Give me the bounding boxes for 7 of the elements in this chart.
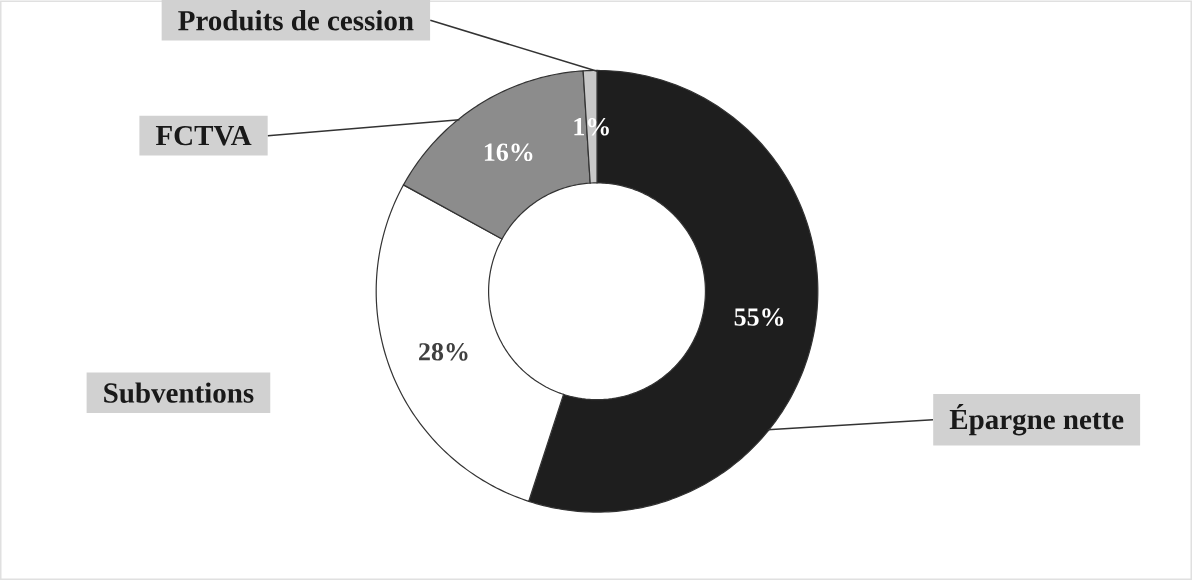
data-label: 55% — [734, 308, 784, 326]
slice-label: Subventions — [104, 382, 254, 403]
slice-label: FCTVA — [155, 125, 252, 146]
slice-label: Produits de cession — [178, 9, 414, 31]
data-label: 16% — [484, 143, 533, 162]
slice-label: Épargne nette — [949, 404, 1124, 436]
data-label: 28% — [419, 343, 468, 361]
